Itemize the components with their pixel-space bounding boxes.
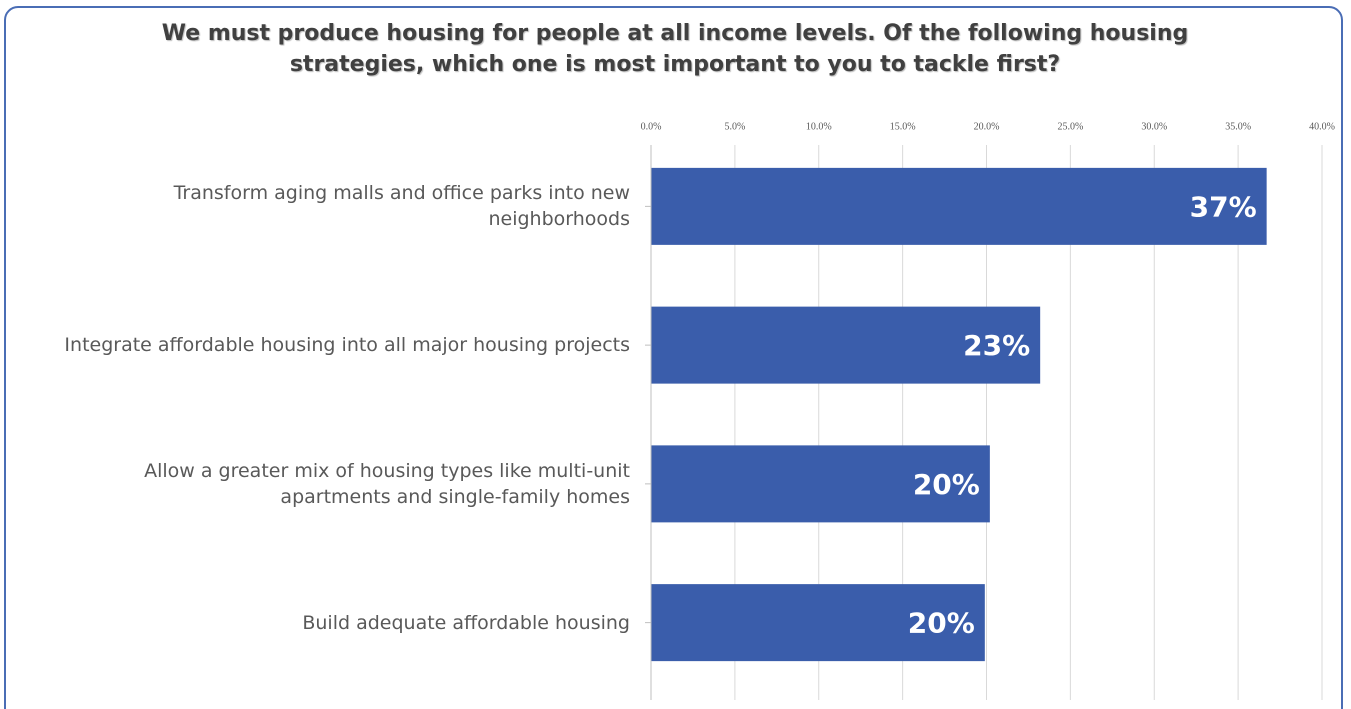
frame (4, 6, 1343, 709)
bar (651, 306, 1041, 384)
x-tick-label: 40.0% (1309, 121, 1335, 132)
y-tick-label: Allow a greater mix of housing types lik… (144, 459, 630, 508)
x-tick-label: 5.0% (724, 121, 745, 132)
y-tick-label: Integrate affordable housing into all ma… (64, 334, 630, 357)
data-label: 23% (963, 329, 1030, 362)
x-tick-label: 0.0% (641, 121, 662, 132)
data-label: 20% (913, 468, 980, 501)
x-tick-label: 15.0% (890, 121, 916, 132)
y-tick-label: Transform aging malls and office parks i… (173, 182, 630, 231)
bar (651, 584, 985, 662)
bar (651, 167, 1267, 245)
data-label: 20% (908, 607, 975, 640)
x-tick-label: 10.0% (806, 121, 832, 132)
chart-title: We must produce housing for people at al… (161, 21, 1189, 77)
x-tick-label: 25.0% (1057, 121, 1083, 132)
x-tick-label: 35.0% (1225, 121, 1251, 132)
x-tick-label: 20.0% (974, 121, 1000, 132)
data-label: 37% (1190, 190, 1257, 223)
bar (651, 445, 990, 523)
x-tick-label: 30.0% (1141, 121, 1167, 132)
y-tick-label: Build adequate affordable housing (302, 611, 630, 634)
